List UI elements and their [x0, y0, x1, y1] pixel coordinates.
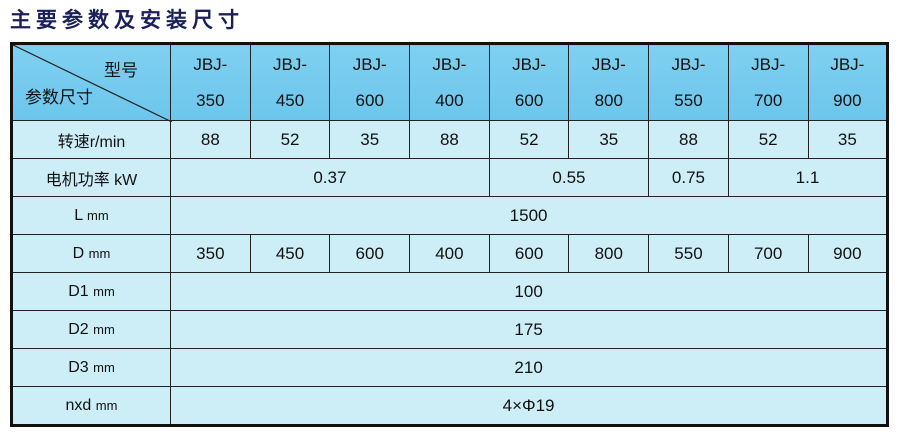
cell: 100: [169, 272, 889, 311]
power-row: 电机功率 kW 0.37 0.55 0.75 1.1: [11, 158, 889, 197]
cell: 600: [488, 234, 570, 273]
cell: 0.55: [488, 158, 650, 197]
cell: 600: [329, 234, 411, 273]
row-label: D2 mm: [11, 310, 171, 349]
model-prefix: JBJ-: [830, 54, 865, 74]
parameters-table: 型号 参数尺寸 JBJ- 350 JBJ- 450 JBJ- 600 JBJ- 400 …: [10, 42, 890, 427]
d-row: D mm 350 450 600 400 600 800 550 700 900: [11, 234, 889, 273]
model-prefix: JBJ-: [751, 54, 786, 74]
cell: 700: [727, 234, 809, 273]
cell: 35: [329, 120, 411, 159]
cell: 88: [170, 120, 251, 159]
model-number: 800: [594, 90, 623, 110]
cell: 35: [807, 120, 889, 159]
label-text: L: [74, 206, 83, 224]
unit-text: mm: [93, 283, 115, 299]
cell: 450: [249, 234, 331, 273]
label-text: nxd: [65, 396, 92, 414]
model-header: JBJ- 350: [170, 43, 251, 121]
unit-text: mm: [93, 321, 115, 337]
row-label: 电机功率 kW: [11, 158, 171, 197]
cell: 52: [488, 120, 570, 159]
d3-row: D3 mm 210: [11, 348, 889, 387]
unit-text: mm: [88, 245, 111, 261]
cell: 4×Φ19: [169, 386, 889, 426]
row-label: D3 mm: [11, 348, 171, 387]
cell: 550: [648, 234, 729, 273]
label-text: D: [72, 244, 85, 262]
d2-row: D2 mm 175: [11, 310, 889, 349]
model-number: 450: [275, 90, 305, 110]
model-header: JBJ- 400: [409, 43, 490, 121]
row-label: nxd mm: [11, 386, 171, 426]
param-label: 参数尺寸: [25, 88, 93, 107]
cell: 175: [169, 310, 889, 349]
speed-row: 转速r/min 88 52 35 88 52 35 88 52 35: [11, 120, 889, 159]
model-prefix: JBJ-: [512, 54, 547, 74]
row-label: D mm: [11, 234, 171, 273]
model-number: 350: [196, 90, 225, 110]
cell: 88: [409, 120, 490, 159]
label-text: D3: [68, 358, 89, 376]
model-prefix: JBJ-: [193, 54, 228, 74]
cell: 88: [648, 120, 729, 159]
l-row: L mm 1500: [11, 196, 889, 235]
page-title: 主要参数及安装尺寸: [10, 8, 244, 32]
model-prefix: JBJ-: [671, 54, 706, 74]
model-prefix: JBJ-: [432, 54, 467, 74]
cell: 52: [249, 120, 331, 159]
model-prefix: JBJ-: [273, 54, 308, 74]
model-prefix: JBJ-: [591, 54, 626, 74]
cell: 1500: [169, 196, 889, 235]
cell: 400: [409, 234, 490, 273]
cell: 35: [568, 120, 650, 159]
unit-text: mm: [93, 359, 115, 375]
model-header: JBJ- 600: [329, 43, 411, 121]
model-number: 700: [753, 90, 783, 110]
model-number: 400: [435, 90, 464, 110]
nxd-row: nxd mm 4×Φ19: [11, 386, 889, 426]
cell: 900: [807, 234, 889, 273]
cell: 1.1: [727, 158, 889, 197]
row-label: L mm: [11, 196, 171, 235]
row-label: D1 mm: [11, 272, 171, 311]
model-prefix: JBJ-: [352, 54, 387, 74]
corner-header-cell: 型号 参数尺寸: [11, 43, 172, 122]
cell: 52: [727, 120, 809, 159]
model-header: JBJ- 700: [727, 43, 809, 121]
model-number: 600: [514, 90, 544, 110]
label-text: D2: [68, 320, 89, 338]
diagonal-divider: [13, 45, 172, 122]
model-header: JBJ- 900: [807, 43, 889, 121]
model-header: JBJ- 800: [568, 43, 650, 121]
model-header: JBJ- 550: [648, 43, 729, 121]
unit-text: mm: [95, 397, 118, 413]
model-header: JBJ- 600: [488, 43, 570, 121]
cell: 350: [170, 234, 251, 273]
cell: 210: [169, 348, 889, 387]
model-number: 900: [833, 90, 862, 110]
model-number: 550: [674, 90, 703, 110]
header-row: 型号 参数尺寸 JBJ- 350 JBJ- 450 JBJ- 600 JBJ- 400 …: [11, 43, 889, 122]
cell: 0.75: [648, 158, 729, 197]
label-text: D1: [68, 282, 89, 300]
unit-text: mm: [87, 207, 109, 223]
model-header: JBJ- 450: [249, 43, 331, 121]
model-number: 600: [355, 90, 384, 110]
model-label: 型号: [104, 61, 138, 80]
row-label: 转速r/min: [11, 120, 171, 159]
cell: 0.37: [170, 158, 490, 197]
cell: 800: [568, 234, 650, 273]
d1-row: D1 mm 100: [11, 272, 889, 311]
